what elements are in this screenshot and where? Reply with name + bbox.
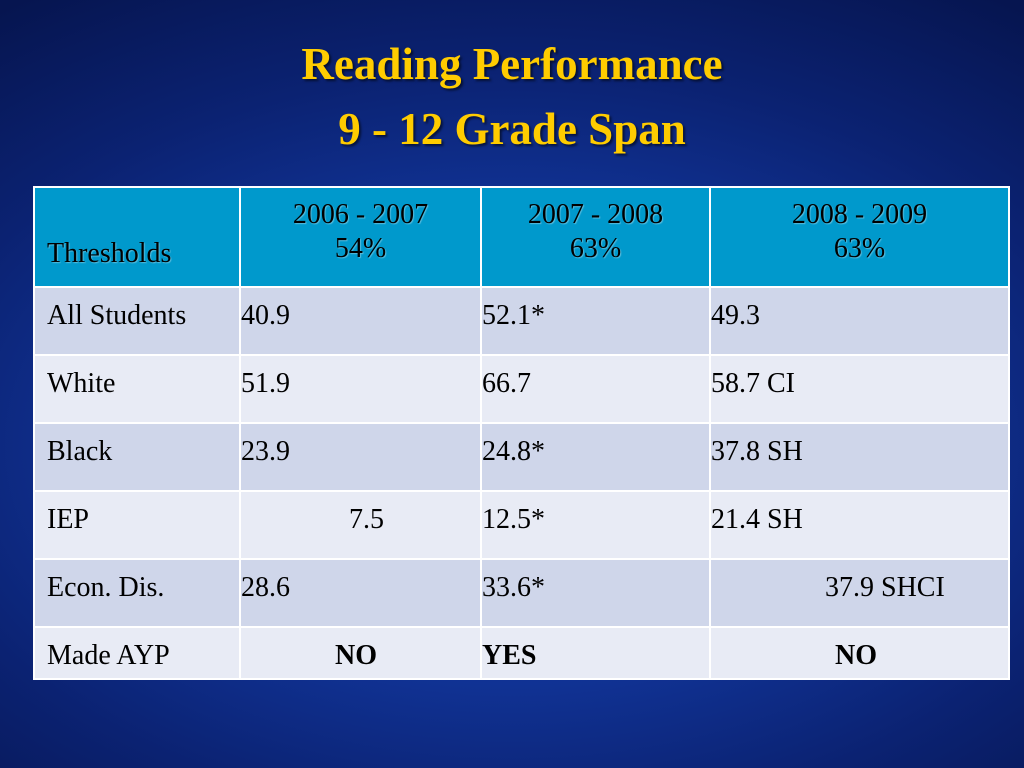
header-2007-2008: 2007 - 2008 63% bbox=[480, 186, 711, 288]
row-label: Black bbox=[33, 422, 241, 492]
header-thresholds: Thresholds bbox=[33, 186, 241, 288]
table-header-row: Thresholds 2006 - 2007 54% 2007 - 2008 6… bbox=[33, 186, 1010, 288]
header-year: 2006 - 2007 bbox=[292, 199, 429, 230]
cell-2007-2008: 24.8* bbox=[480, 422, 711, 492]
table-row: Econ. Dis. 28.6 33.6* 37.9 SHCI bbox=[33, 558, 1010, 628]
cell-2008-2009: 37.9 SHCI bbox=[709, 558, 1010, 628]
cell-2008-2009: NO bbox=[709, 626, 1010, 680]
header-target-pct: 63% bbox=[833, 233, 886, 264]
header-year: 2008 - 2009 bbox=[791, 199, 928, 230]
header-target-pct: 63% bbox=[569, 233, 622, 264]
cell-2006-2007: NO bbox=[239, 626, 482, 680]
row-label: Made AYP bbox=[33, 626, 241, 680]
cell-2008-2009: 58.7 CI bbox=[709, 354, 1010, 424]
cell-2007-2008: YES bbox=[480, 626, 711, 680]
table-row: White 51.9 66.7 58.7 CI bbox=[33, 354, 1010, 424]
table-row: Black 23.9 24.8* 37.8 SH bbox=[33, 422, 1010, 492]
row-label: All Students bbox=[33, 286, 241, 356]
header-year: 2007 - 2008 bbox=[527, 199, 664, 230]
reading-performance-table: Thresholds 2006 - 2007 54% 2007 - 2008 6… bbox=[33, 186, 1010, 680]
table-row: All Students 40.9 52.1* 49.3 bbox=[33, 286, 1010, 356]
cell-2007-2008: 52.1* bbox=[480, 286, 711, 356]
cell-2006-2007: 7.5 bbox=[239, 490, 482, 560]
row-label: White bbox=[33, 354, 241, 424]
cell-2008-2009: 21.4 SH bbox=[709, 490, 1010, 560]
cell-2006-2007: 40.9 bbox=[239, 286, 482, 356]
cell-2008-2009: 49.3 bbox=[709, 286, 1010, 356]
header-target-pct: 54% bbox=[334, 233, 387, 264]
table-row: Made AYP NO YES NO bbox=[33, 626, 1010, 680]
header-2006-2007: 2006 - 2007 54% bbox=[239, 186, 482, 288]
cell-2007-2008: 12.5* bbox=[480, 490, 711, 560]
cell-2006-2007: 28.6 bbox=[239, 558, 482, 628]
cell-2007-2008: 33.6* bbox=[480, 558, 711, 628]
row-label: Econ. Dis. bbox=[33, 558, 241, 628]
cell-2007-2008: 66.7 bbox=[480, 354, 711, 424]
header-2008-2009: 2008 - 2009 63% bbox=[709, 186, 1010, 288]
title-line-1: Reading Performance bbox=[301, 39, 723, 89]
slide-title: Reading Performance 9 - 12 Grade Span bbox=[0, 32, 1024, 162]
table-row: IEP 7.5 12.5* 21.4 SH bbox=[33, 490, 1010, 560]
title-line-2: 9 - 12 Grade Span bbox=[338, 104, 686, 154]
cell-2006-2007: 51.9 bbox=[239, 354, 482, 424]
row-label: IEP bbox=[33, 490, 241, 560]
cell-2008-2009: 37.8 SH bbox=[709, 422, 1010, 492]
cell-2006-2007: 23.9 bbox=[239, 422, 482, 492]
